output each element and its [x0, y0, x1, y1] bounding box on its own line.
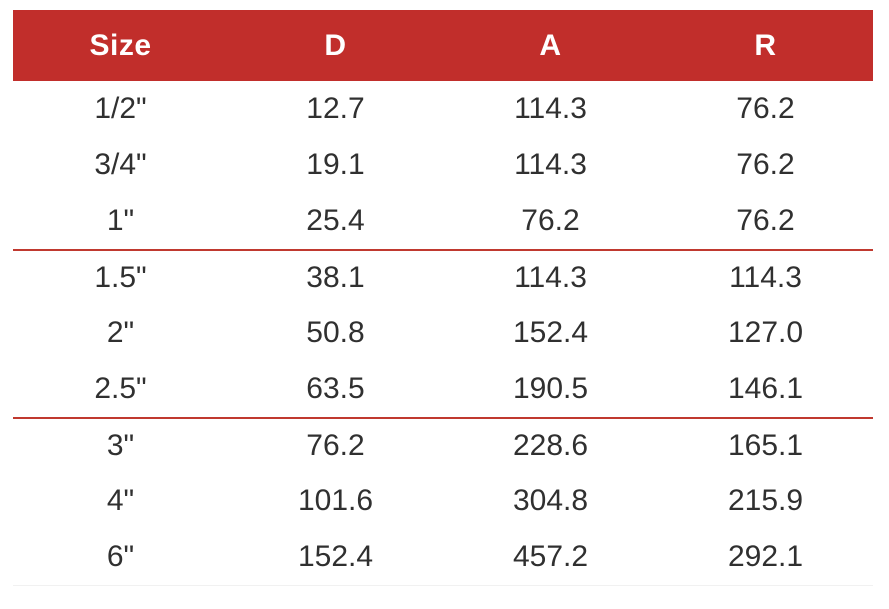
cell-r: 114.3	[729, 261, 802, 294]
cell-r: 127.0	[727, 316, 804, 349]
cell-a: 304.8	[512, 484, 589, 517]
table-row: 1.5" 38.1 114.3 114.3	[13, 249, 873, 305]
cell-a: 190.5	[512, 372, 589, 405]
table-row: 3" 76.2 228.6 165.1	[13, 417, 873, 473]
cell-size: 6"	[106, 540, 135, 573]
cell-size: 1"	[106, 204, 135, 237]
header-cell-r: R	[754, 28, 777, 62]
cell-d: 19.1	[306, 148, 365, 181]
cell-d: 76.2	[306, 429, 365, 462]
cell-r: 76.2	[736, 204, 795, 237]
table-row: 4" 101.6 304.8 215.9	[13, 473, 873, 529]
table-row: 2" 50.8 152.4 127.0	[13, 305, 873, 361]
cell-d: 63.5	[306, 372, 365, 405]
cell-d: 25.4	[306, 204, 365, 237]
header-cell-a: A	[539, 28, 562, 62]
table-row: 1" 25.4 76.2 76.2	[13, 193, 873, 249]
cell-size: 1/2"	[94, 92, 147, 125]
cell-size: 2.5"	[94, 372, 147, 405]
dimensions-table: Size D A R 1/2" 12.7 114.3 76.2 3/4" 19.…	[13, 10, 873, 586]
cell-r: 76.2	[736, 92, 795, 125]
cell-r: 165.1	[727, 429, 804, 462]
cell-r: 146.1	[727, 372, 804, 405]
header-cell-d: D	[324, 28, 347, 62]
cell-d: 152.4	[297, 540, 374, 573]
cell-d: 12.7	[306, 92, 365, 125]
header-cell-size: Size	[89, 28, 152, 62]
cell-size: 1.5"	[94, 261, 147, 294]
cell-d: 101.6	[297, 484, 374, 517]
cell-a: 114.3	[514, 148, 587, 181]
cell-r: 76.2	[736, 148, 795, 181]
cell-a: 228.6	[512, 429, 589, 462]
cell-r: 215.9	[727, 484, 804, 517]
cell-r: 292.1	[727, 540, 804, 573]
cell-a: 114.3	[514, 261, 587, 294]
cell-a: 152.4	[512, 316, 589, 349]
table-header-row: Size D A R	[13, 10, 873, 81]
cell-a: 114.3	[514, 92, 587, 125]
cell-size: 3/4"	[94, 148, 147, 181]
table-row: 3/4" 19.1 114.3 76.2	[13, 137, 873, 193]
cell-size: 2"	[106, 316, 135, 349]
cell-size: 4"	[106, 484, 135, 517]
cell-d: 50.8	[306, 316, 365, 349]
cell-a: 76.2	[521, 204, 580, 237]
table-row: 1/2" 12.7 114.3 76.2	[13, 81, 873, 137]
cell-size: 3"	[106, 429, 135, 462]
table-body: 1/2" 12.7 114.3 76.2 3/4" 19.1 114.3 76.…	[13, 81, 873, 586]
table-row: 6" 152.4 457.2 292.1	[13, 529, 873, 585]
cell-a: 457.2	[512, 540, 589, 573]
cell-d: 38.1	[306, 261, 365, 294]
table-row: 2.5" 63.5 190.5 146.1	[13, 361, 873, 417]
